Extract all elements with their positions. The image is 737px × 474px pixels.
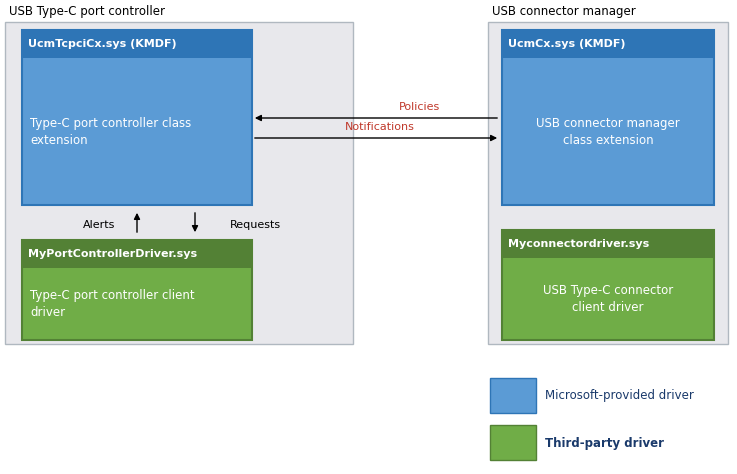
Text: Microsoft-provided driver: Microsoft-provided driver: [545, 390, 694, 402]
Bar: [488, 22, 728, 344]
Bar: [22, 240, 252, 340]
Bar: [490, 425, 536, 460]
Bar: [22, 30, 252, 205]
Text: USB Type-C port controller: USB Type-C port controller: [9, 5, 165, 18]
Bar: [22, 240, 252, 268]
Bar: [502, 230, 714, 258]
Bar: [502, 230, 714, 340]
Text: Notifications: Notifications: [345, 122, 415, 132]
Text: USB connector manager
class extension: USB connector manager class extension: [536, 117, 680, 146]
Text: MyPortControllerDriver.sys: MyPortControllerDriver.sys: [28, 249, 197, 259]
Text: Policies: Policies: [399, 102, 441, 112]
Bar: [502, 30, 714, 58]
Text: Myconnectordriver.sys: Myconnectordriver.sys: [508, 239, 649, 249]
Text: Requests: Requests: [230, 220, 281, 230]
Text: Alerts: Alerts: [83, 220, 115, 230]
Text: Type-C port controller client
driver: Type-C port controller client driver: [30, 289, 195, 319]
Text: USB connector manager: USB connector manager: [492, 5, 636, 18]
Text: UcmCx.sys (KMDF): UcmCx.sys (KMDF): [508, 39, 626, 49]
Bar: [502, 30, 714, 205]
Text: Type-C port controller class
extension: Type-C port controller class extension: [30, 117, 191, 146]
Bar: [490, 378, 536, 413]
Text: Third-party driver: Third-party driver: [545, 437, 664, 449]
Bar: [22, 30, 252, 58]
Text: USB Type-C connector
client driver: USB Type-C connector client driver: [543, 284, 673, 314]
Bar: [5, 22, 353, 344]
Text: UcmTcpciCx.sys (KMDF): UcmTcpciCx.sys (KMDF): [28, 39, 177, 49]
